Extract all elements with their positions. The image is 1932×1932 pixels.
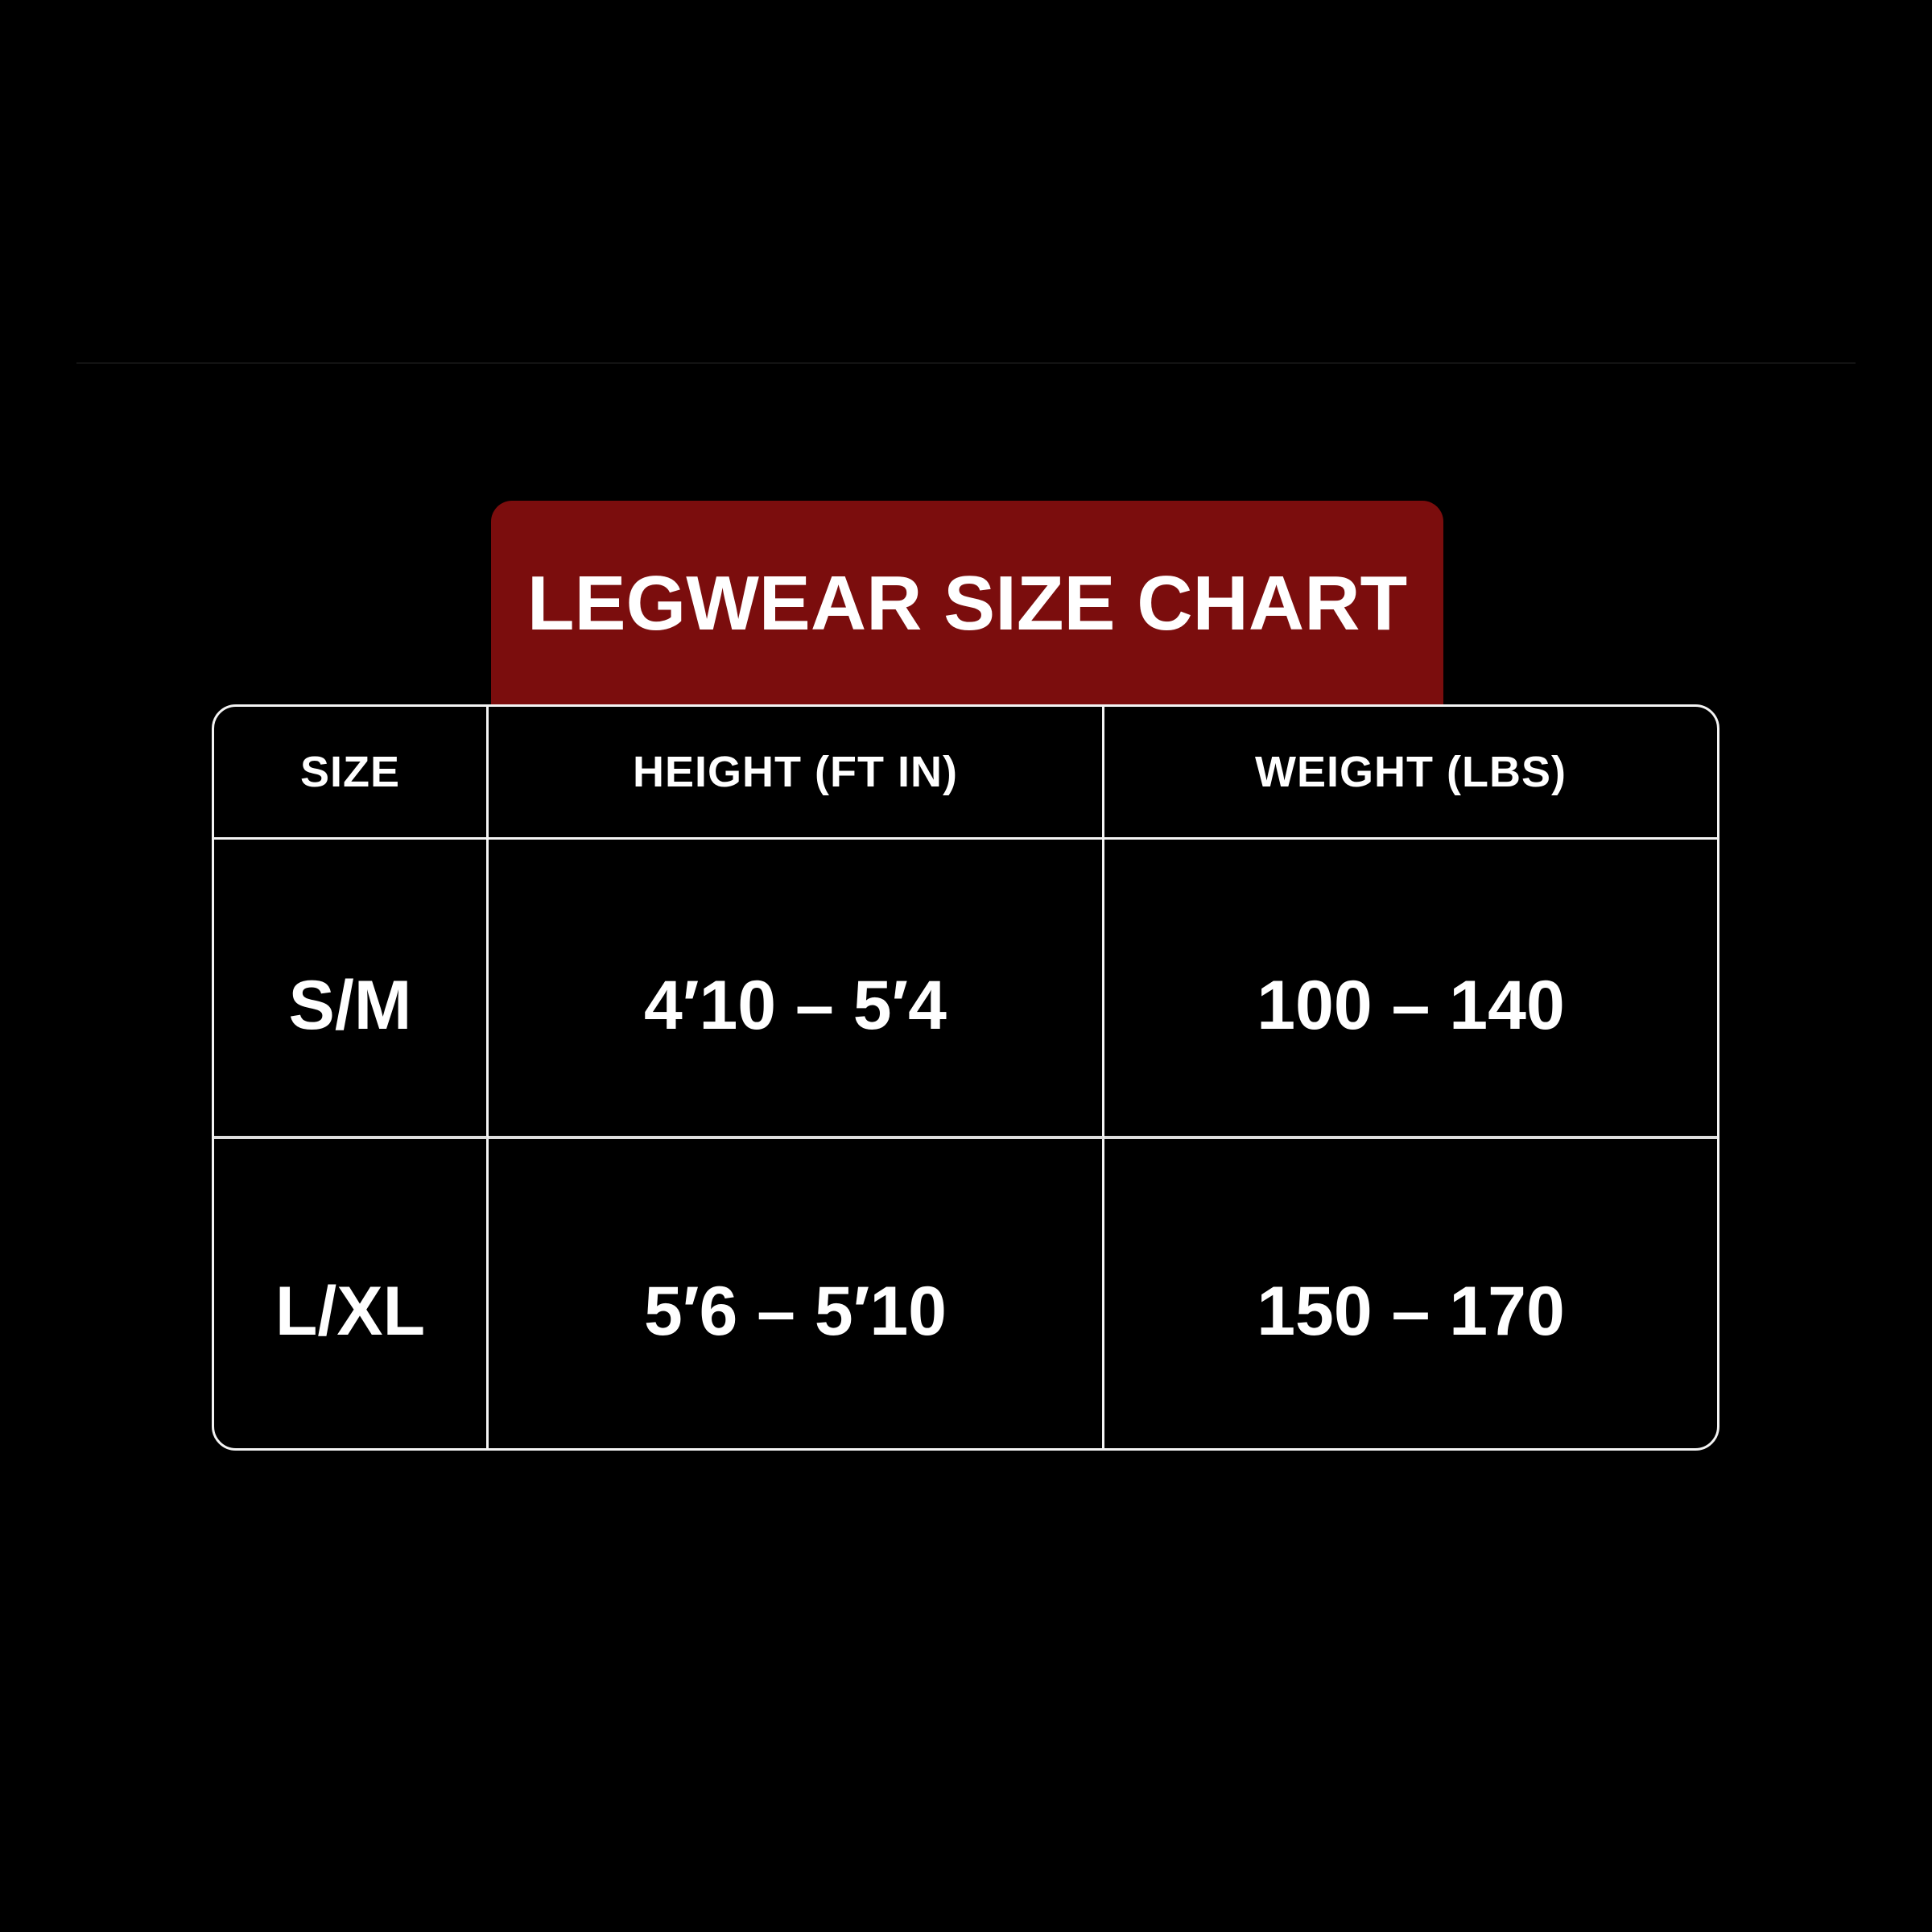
- header-label-size: SIZE: [299, 748, 401, 796]
- row-lxl-size-cell: L/XL: [214, 1139, 489, 1448]
- row-sm-height-value: 4′10 – 5′4: [644, 966, 947, 1044]
- header-label-height: HEIGHT (FT IN): [633, 748, 958, 796]
- row-lxl-size-value: L/XL: [275, 1272, 426, 1350]
- header-label-weight: WEIGHT (LBS): [1255, 748, 1567, 796]
- horizontal-artifact-line: [76, 362, 1856, 364]
- header-cell-weight: WEIGHT (LBS): [1104, 707, 1717, 840]
- row-sm-size-cell: S/M: [214, 840, 489, 1139]
- row-sm-height-cell: 4′10 – 5′4: [489, 840, 1104, 1139]
- size-chart-banner: LEGWEAR SIZE CHART: [491, 501, 1443, 707]
- header-cell-size: SIZE: [214, 707, 489, 840]
- row-sm-weight-cell: 100 – 140: [1104, 840, 1717, 1139]
- banner-title: LEGWEAR SIZE CHART: [526, 560, 1408, 646]
- row-lxl-height-value: 5′6 – 5′10: [644, 1272, 947, 1350]
- size-chart-table: SIZE HEIGHT (FT IN) WEIGHT (LBS) S/M 4′1…: [212, 704, 1719, 1451]
- row-lxl-height-cell: 5′6 – 5′10: [489, 1139, 1104, 1448]
- row-lxl-weight-value: 150 – 170: [1257, 1272, 1565, 1350]
- row-lxl-weight-cell: 150 – 170: [1104, 1139, 1717, 1448]
- row-sm-size-value: S/M: [288, 966, 412, 1044]
- header-cell-height: HEIGHT (FT IN): [489, 707, 1104, 840]
- row-sm-weight-value: 100 – 140: [1257, 966, 1565, 1044]
